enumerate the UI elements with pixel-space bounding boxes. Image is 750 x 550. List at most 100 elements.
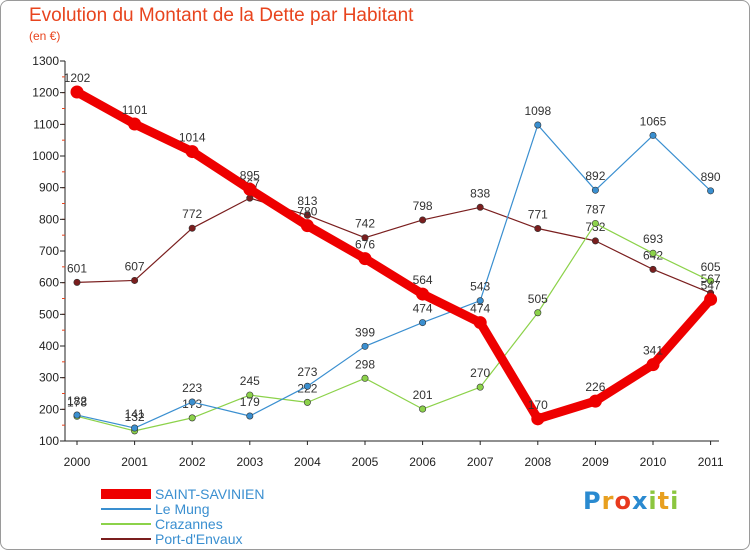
data-point-port-d-envaux [649, 265, 657, 273]
data-point-le-mung [649, 131, 657, 139]
data-point-saint-savinien [128, 117, 142, 131]
data-point-crazannes [419, 405, 427, 413]
legend-label-saint-savinien: SAINT-SAVINIEN [155, 486, 265, 502]
y-tick-label: 1100 [33, 117, 59, 131]
data-label-le-mung: 399 [355, 325, 375, 339]
data-point-le-mung [73, 411, 81, 419]
data-point-le-mung [361, 342, 369, 350]
x-tick-label: 2001 [121, 455, 148, 469]
data-point-saint-savinien [588, 394, 602, 408]
data-point-crazannes [476, 383, 484, 391]
data-label-saint-savinien: 895 [240, 168, 260, 182]
data-point-port-d-envaux [591, 237, 599, 245]
data-label-le-mung: 890 [701, 170, 721, 184]
data-label-crazannes: 787 [585, 202, 605, 216]
legend-item-le-mung: Le Mung [101, 501, 209, 517]
legend-label-crazannes: Crazannes [155, 516, 223, 532]
logo-letter: r [601, 487, 615, 515]
series-line-saint-savinien [72, 87, 716, 424]
y-tick-label: 400 [39, 339, 59, 353]
data-label-le-mung: 892 [585, 169, 605, 183]
data-point-saint-savinien [531, 412, 545, 426]
data-label-saint-savinien: 474 [470, 302, 490, 316]
series-le-mung: 182 141 223 179 273 399 474 543 1098 892 1065 890 [67, 104, 721, 432]
x-tick-label: 2007 [467, 455, 494, 469]
data-label-saint-savinien: 170 [528, 398, 548, 412]
data-point-le-mung [419, 319, 427, 327]
data-point-port-d-envaux [534, 225, 542, 233]
data-label-port-d-envaux: 771 [528, 208, 548, 222]
data-point-crazannes [246, 391, 254, 399]
data-label-port-d-envaux: 601 [67, 261, 87, 275]
y-tick-label: 800 [39, 212, 59, 226]
data-point-crazannes [649, 249, 657, 257]
data-label-crazannes: 132 [125, 410, 145, 424]
data-point-crazannes [591, 219, 599, 227]
data-label-le-mung: 141 [125, 407, 145, 421]
x-tick-label: 2000 [64, 455, 91, 469]
series-line-port-d-envaux [76, 197, 712, 294]
data-point-le-mung [534, 121, 542, 129]
x-tick-label: 2008 [524, 455, 551, 469]
y-tick-label: 100 [39, 434, 59, 448]
data-point-crazannes [361, 374, 369, 382]
data-label-saint-savinien: 1014 [179, 131, 206, 145]
data-label-crazannes: 270 [470, 366, 490, 380]
y-tick-label: 1300 [32, 54, 59, 68]
data-point-saint-savinien [358, 252, 372, 266]
data-label-crazannes: 505 [528, 292, 548, 306]
chart-subtitle: (en €) [29, 29, 61, 43]
series-saint-savinien: 1202 1101 1014 895 780 676 564 474 170 226 341 547 [64, 71, 721, 426]
data-point-saint-savinien [185, 145, 199, 159]
data-label-saint-savinien: 1101 [122, 103, 148, 117]
data-point-saint-savinien [473, 316, 487, 330]
proxiti-logo: Proxiti [583, 487, 679, 515]
data-point-le-mung [476, 297, 484, 305]
data-label-crazannes: 298 [355, 357, 375, 371]
data-label-le-mung: 179 [240, 395, 260, 409]
data-point-port-d-envaux [131, 276, 139, 284]
data-label-le-mung: 1065 [640, 114, 667, 128]
series-line-le-mung [76, 124, 712, 429]
data-label-crazannes: 201 [413, 388, 433, 402]
legend-item-crazannes: Crazannes [101, 516, 223, 532]
data-point-port-d-envaux [188, 224, 196, 232]
data-point-port-d-envaux [303, 211, 311, 219]
legend-swatch-port-d-envaux [101, 538, 151, 540]
data-point-port-d-envaux [476, 203, 484, 211]
y-tick-label: 300 [39, 371, 59, 385]
data-point-crazannes [303, 398, 311, 406]
series-crazannes: 178132173245222298201270505787693605 [67, 202, 721, 435]
y-tick-label: 600 [39, 276, 59, 290]
data-label-port-d-envaux: 798 [413, 199, 433, 213]
data-label-le-mung: 543 [470, 280, 490, 294]
data-label-saint-savinien: 547 [701, 278, 721, 292]
data-point-crazannes [534, 309, 542, 317]
x-tick-label: 2005 [352, 455, 379, 469]
data-label-port-d-envaux: 607 [125, 259, 145, 273]
x-tick-label: 2004 [294, 455, 321, 469]
data-label-le-mung: 182 [67, 394, 87, 408]
legend-item-port-d-envaux: Port-d'Envaux [101, 531, 243, 547]
data-point-saint-savinien [300, 219, 314, 233]
data-point-port-d-envaux [361, 234, 369, 242]
data-point-saint-savinien [646, 358, 660, 372]
data-point-port-d-envaux [73, 278, 81, 286]
data-label-saint-savinien: 676 [355, 238, 375, 252]
data-point-port-d-envaux [419, 216, 427, 224]
data-label-port-d-envaux: 838 [470, 186, 490, 200]
data-label-saint-savinien: 341 [643, 344, 663, 358]
series-line-crazannes [76, 222, 712, 432]
y-tick-label: 200 [39, 402, 59, 416]
data-label-port-d-envaux: 772 [182, 207, 202, 221]
y-tick-label: 700 [39, 244, 59, 258]
logo-letter: i [670, 487, 680, 515]
legend-item-saint-savinien: SAINT-SAVINIEN [101, 486, 264, 502]
data-label-port-d-envaux: 813 [297, 194, 317, 208]
data-point-le-mung [303, 382, 311, 390]
logo-letter: P [583, 487, 602, 515]
x-tick-label: 2002 [179, 455, 206, 469]
y-tick-label: 1000 [32, 149, 59, 163]
x-tick-label: 2011 [698, 455, 724, 469]
